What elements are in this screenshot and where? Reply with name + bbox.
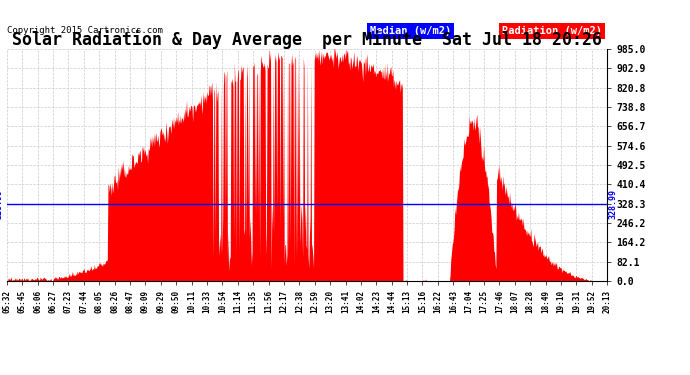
- Text: Copyright 2015 Cartronics.com: Copyright 2015 Cartronics.com: [7, 26, 163, 35]
- Title: Solar Radiation & Day Average  per Minute  Sat Jul 18 20:26: Solar Radiation & Day Average per Minute…: [12, 30, 602, 49]
- Text: 328.99: 328.99: [0, 189, 4, 219]
- Text: Median (w/m2): Median (w/m2): [370, 26, 451, 36]
- Text: 328.99: 328.99: [609, 189, 618, 219]
- Text: Radiation (w/m2): Radiation (w/m2): [502, 26, 602, 36]
